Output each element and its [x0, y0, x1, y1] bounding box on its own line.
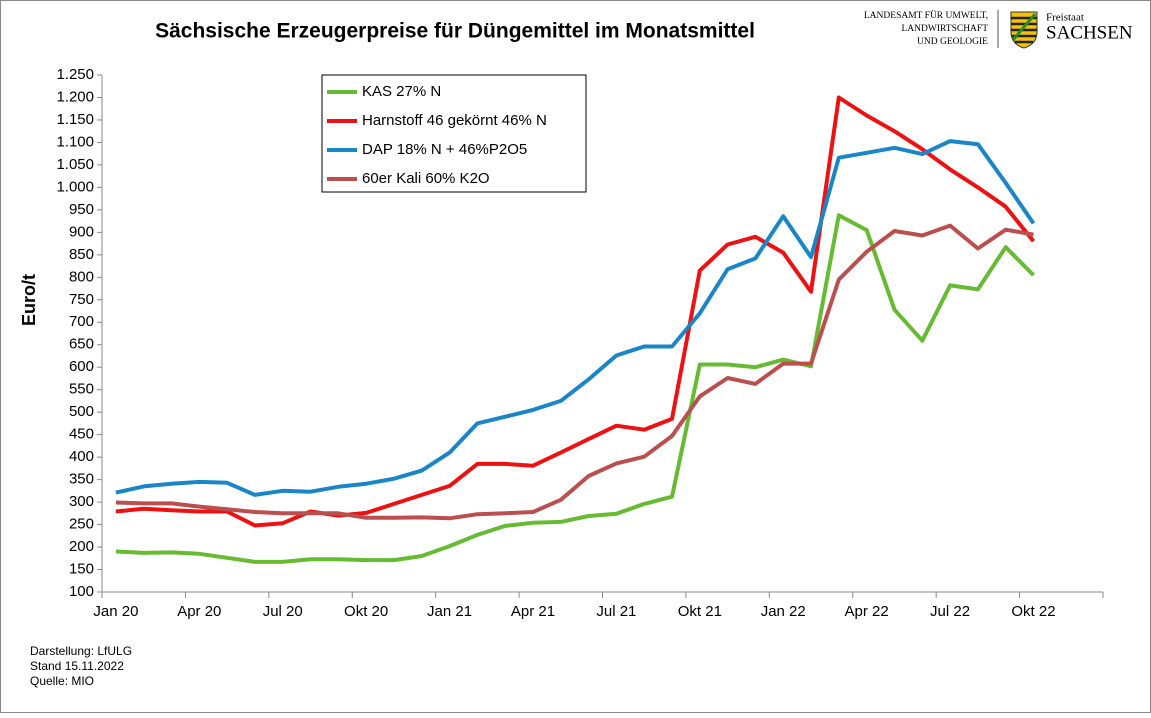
x-tick-label: Apr 22 [845, 603, 889, 620]
legend-label: KAS 27% N [362, 83, 441, 100]
y-tick-label: 550 [69, 381, 94, 398]
y-tick-label: 900 [69, 223, 94, 240]
y-tick-label: 950 [69, 201, 94, 218]
y-tick-label: 800 [69, 268, 94, 285]
note: Quelle: MIO [30, 674, 94, 688]
y-tick-label: 700 [69, 313, 94, 330]
note: Stand 15.11.2022 [30, 659, 124, 673]
y-tick-label: 200 [69, 538, 94, 555]
x-tick-label: Jul 21 [596, 603, 636, 620]
chart-title: Sächsische Erzeugerpreise für Düngemitte… [155, 20, 755, 43]
y-tick-label: 1.250 [56, 66, 94, 83]
y-axis-label: Euro/t [19, 274, 39, 326]
x-tick-label: Apr 20 [177, 603, 221, 620]
y-tick-label: 1.000 [56, 178, 94, 195]
logo-text: LANDESAMT FÜR UMWELT, [864, 9, 988, 21]
x-tick-label: Jul 22 [930, 603, 970, 620]
series-line [115, 213, 1035, 564]
coat-of-arms [1010, 11, 1038, 49]
legend-label: DAP 18% N + 46%P2O5 [362, 141, 527, 158]
y-tick-label: 1.100 [56, 133, 94, 150]
y-tick-label: 500 [69, 403, 94, 420]
y-tick-label: 100 [69, 583, 94, 600]
x-tick-label: Okt 20 [344, 603, 388, 620]
x-tick-label: Jan 20 [93, 603, 138, 620]
y-tick-label: 650 [69, 336, 94, 353]
legend-label: 60er Kali 60% K2O [362, 170, 490, 187]
logo-text: UND GEOLOGIE [917, 37, 988, 47]
logo-text: LANDWIRTSCHAFT [901, 24, 988, 34]
y-tick-label: 350 [69, 471, 94, 488]
y-tick-label: 1.150 [56, 111, 94, 128]
y-tick-label: 450 [69, 426, 94, 443]
logo-text: SACHSEN [1046, 22, 1133, 43]
x-tick-label: Apr 21 [511, 603, 555, 620]
x-tick-label: Jan 21 [427, 603, 472, 620]
y-tick-label: 150 [69, 560, 94, 577]
y-tick-label: 250 [69, 516, 94, 533]
series-line [115, 95, 1036, 528]
legend: KAS 27% N Harnstoff 46 gekörnt 46% N DAP 1… [321, 74, 587, 193]
y-tick-label: 1.200 [56, 88, 94, 105]
legend-box [321, 74, 587, 193]
x-tick-label: Jan 22 [761, 603, 806, 620]
logo-text: Freistaat [1046, 12, 1084, 24]
series-line [115, 139, 1036, 497]
note: Darstellung: LfULG [30, 644, 132, 658]
y-tick-label: 1.050 [56, 156, 94, 173]
series-line [115, 223, 1034, 521]
x-tick-label: Jul 20 [263, 603, 303, 620]
y-tick-label: 750 [69, 291, 94, 308]
x-tick-label: Okt 22 [1011, 603, 1055, 620]
y-tick-label: 300 [69, 493, 94, 510]
y-tick-label: 400 [69, 448, 94, 465]
legend-label: Harnstoff 46 gekörnt 46% N [362, 112, 547, 129]
x-tick-label: Okt 21 [678, 603, 722, 620]
y-tick-label: 600 [69, 358, 94, 375]
y-tick-label: 850 [69, 246, 94, 263]
